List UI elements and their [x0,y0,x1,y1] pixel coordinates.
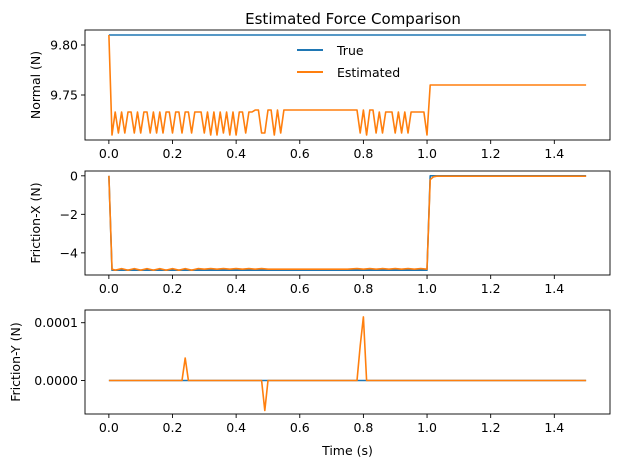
friction-x-y-tick-label: −4 [60,245,78,260]
friction-x-x-tick-label: 0.8 [353,281,373,296]
friction-y-axes-frame [84,309,611,415]
friction-y-x-tick-label: 0.0 [99,420,119,435]
legend-label-estimated: Estimated [337,65,400,80]
friction-y-panel: 0.0 0.2 0.4 0.6 0.8 1.0 1.2 1.4 0.0000 0.0001 Fric… [8,309,611,458]
friction-x-x-tick-label: 1.0 [417,281,437,296]
normal-x-tick-label: 0.6 [290,146,310,161]
normal-force-panel: 0.0 0.2 0.4 0.6 0.8 1.0 1.2 1.4 9.75 9.80 Normal (… [28,29,611,161]
normal-x-tick-label: 0.2 [163,146,183,161]
normal-x-tick-label: 0.8 [353,146,373,161]
friction-y-y-axis-label: Friction-Y (N) [8,322,23,401]
friction-y-series-estimated [108,316,587,412]
normal-axes-frame [84,29,611,141]
chart-title: Estimated Force Comparison [245,10,461,28]
friction-x-y-tick-label: 0 [70,168,78,183]
normal-x-tick-label: 1.0 [417,146,437,161]
normal-y-axis-label: Normal (N) [28,51,43,119]
legend-label-true: True [336,43,364,58]
friction-y-x-tick-label: 1.0 [417,420,437,435]
normal-y-tick-label: 9.80 [50,38,78,53]
friction-y-y-tick-label: 0.0000 [34,373,78,388]
friction-x-series-true [108,175,587,272]
legend: True Estimated [297,43,400,80]
normal-x-tick-label: 0.4 [226,146,246,161]
normal-series-estimated [108,34,587,136]
friction-x-panel: 0.0 0.2 0.4 0.6 0.8 1.0 1.2 1.4 −4 −2 0 Friction-X … [28,168,611,296]
friction-y-x-tick-label: 1.2 [481,420,501,435]
friction-y-y-tick-label: 0.0001 [34,315,78,330]
normal-x-tick-label: 0.0 [99,146,119,161]
friction-x-y-tick-label: −2 [60,207,78,222]
friction-x-x-tick-label: 0.6 [290,281,310,296]
normal-x-tick-label: 1.2 [481,146,501,161]
friction-x-y-axis-label: Friction-X (N) [28,182,43,263]
friction-x-x-tick-label: 1.4 [544,281,564,296]
friction-y-x-tick-label: 0.6 [290,420,310,435]
friction-x-axes-frame [84,170,611,276]
friction-y-x-tick-label: 0.8 [353,420,373,435]
friction-x-x-tick-label: 0.0 [99,281,119,296]
friction-y-x-tick-label: 0.4 [226,420,246,435]
friction-x-series-estimated [108,175,587,272]
normal-y-tick-label: 9.75 [50,88,78,103]
friction-x-x-tick-label: 0.4 [226,281,246,296]
friction-y-x-tick-label: 1.4 [544,420,564,435]
normal-x-tick-label: 1.4 [544,146,564,161]
friction-x-x-tick-label: 0.2 [163,281,183,296]
friction-y-x-axis-label: Time (s) [321,443,373,458]
friction-y-x-tick-label: 0.2 [163,420,183,435]
friction-x-x-tick-label: 1.2 [481,281,501,296]
